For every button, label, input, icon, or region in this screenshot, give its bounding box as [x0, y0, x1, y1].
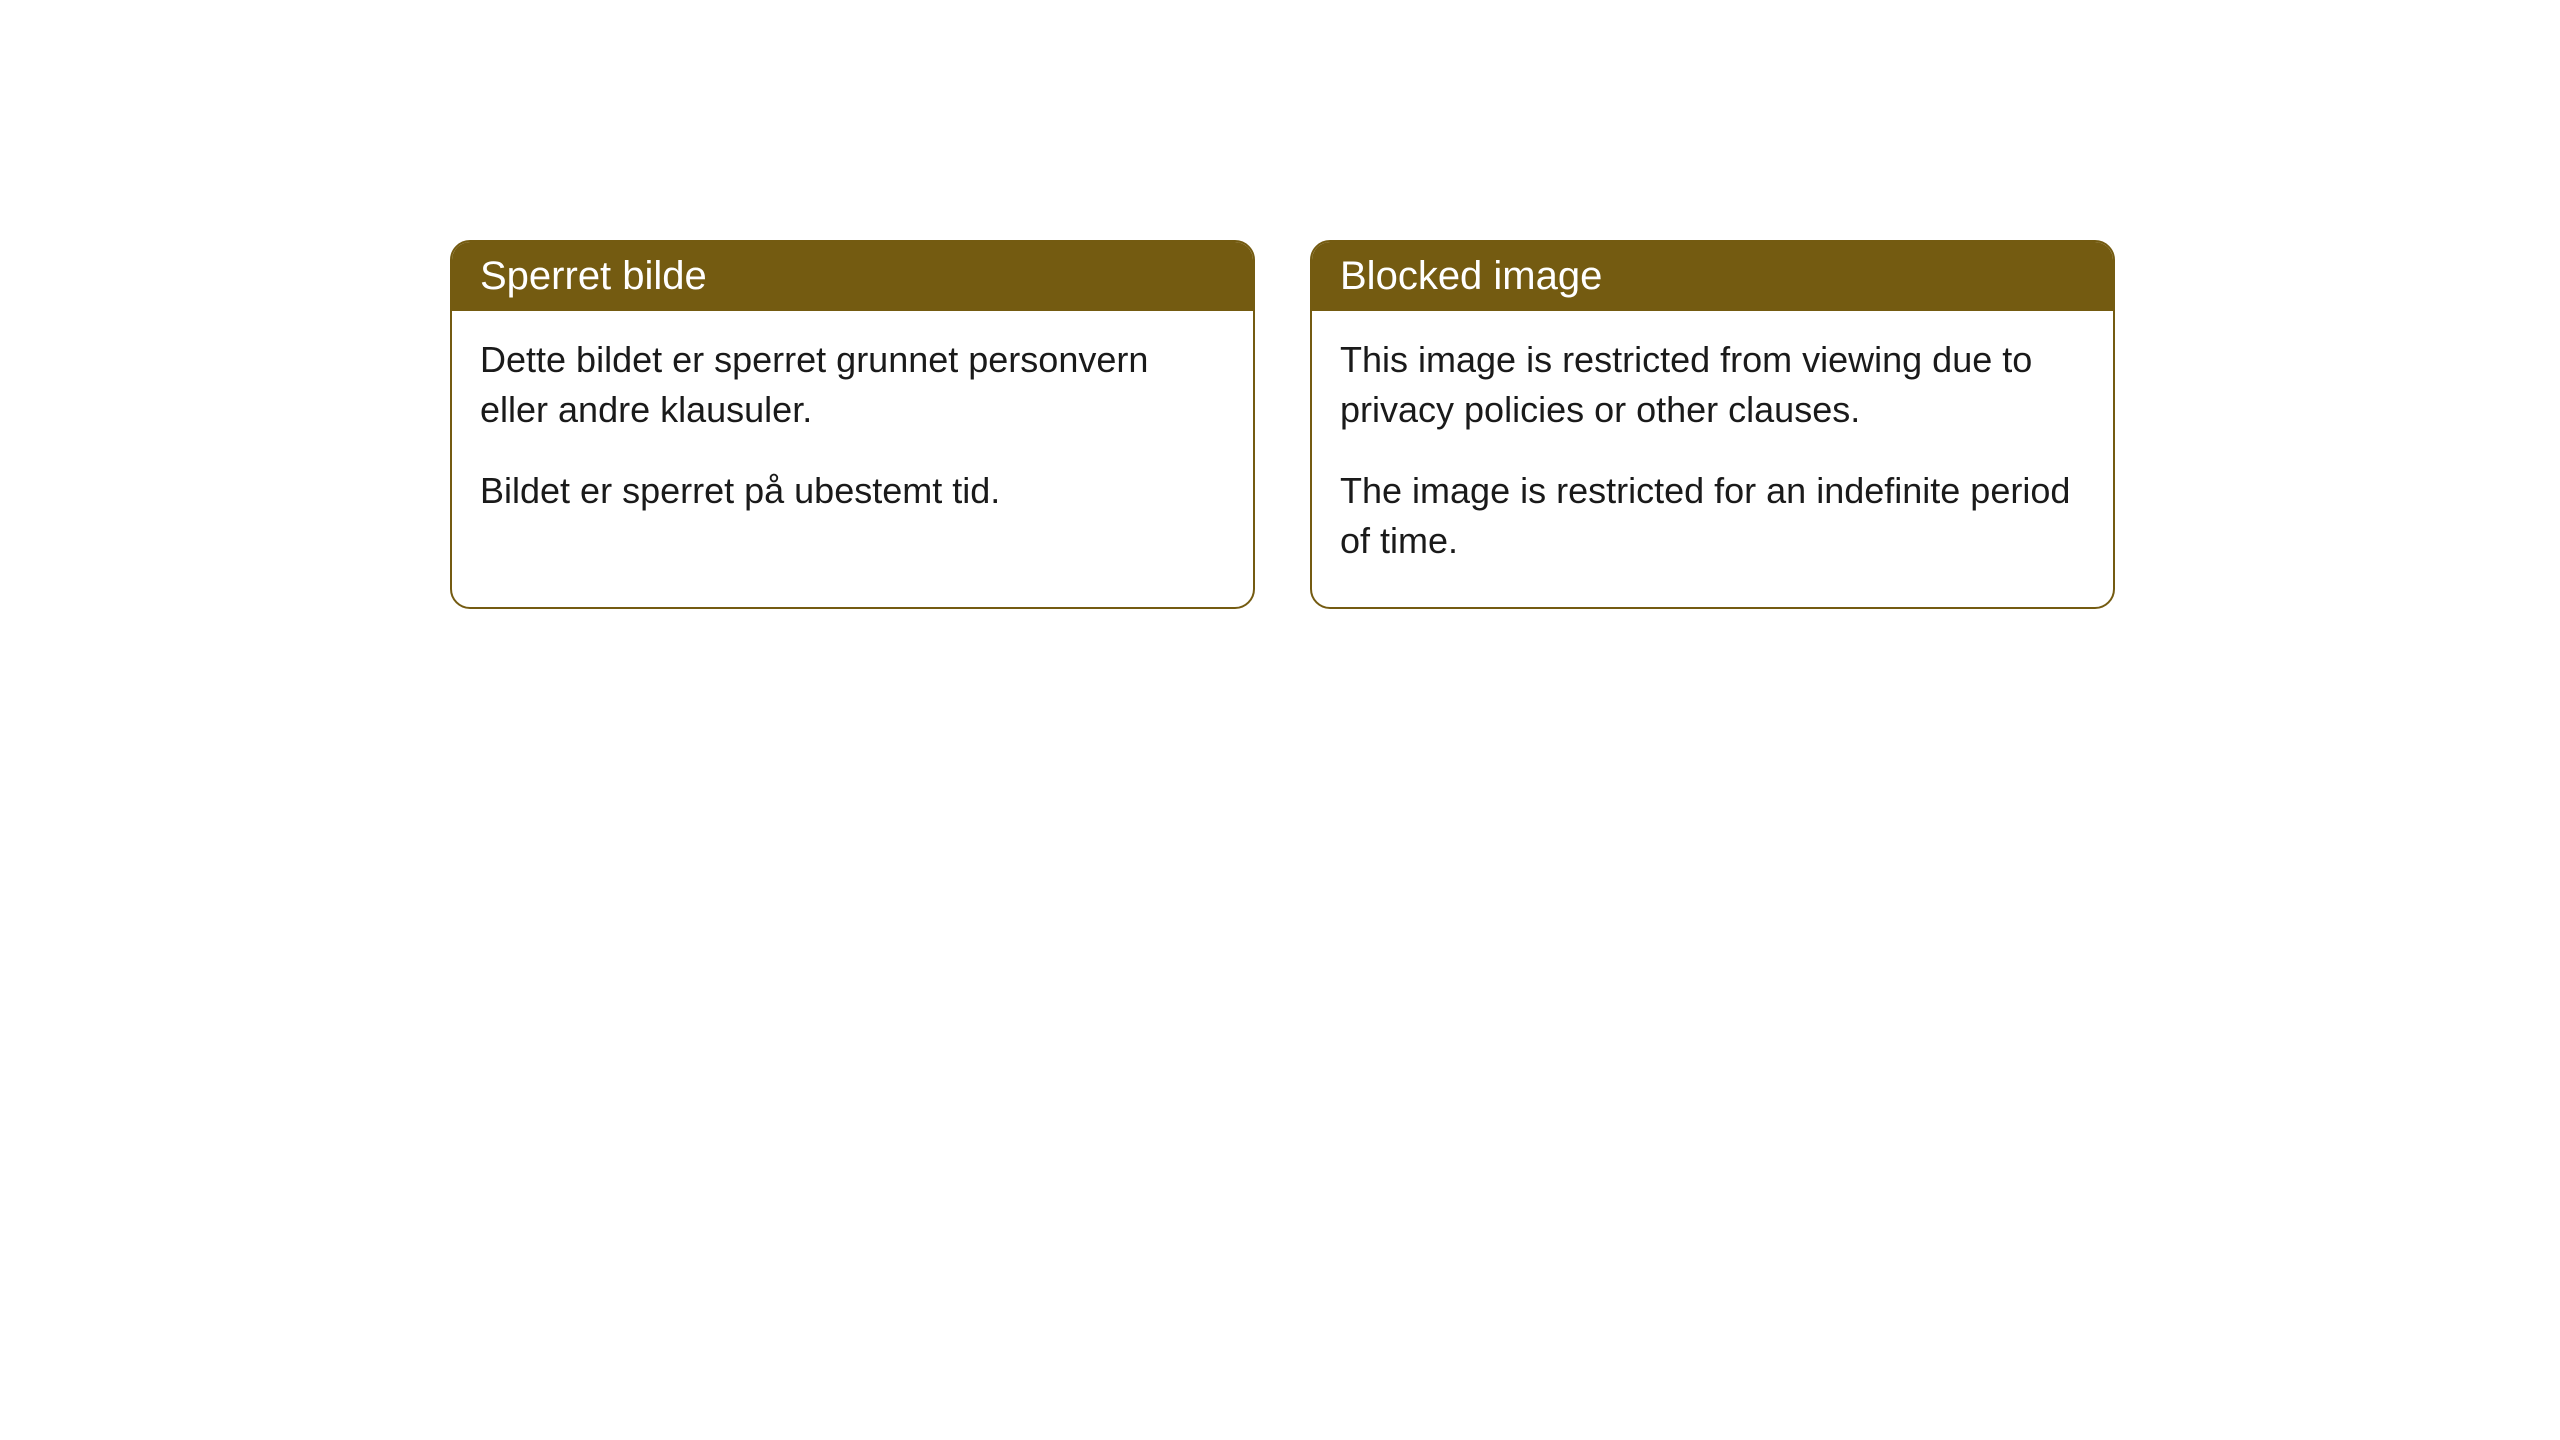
- card-paragraph-2: The image is restricted for an indefinit…: [1340, 466, 2085, 567]
- card-header: Sperret bilde: [452, 242, 1253, 311]
- blocked-image-card-norwegian: Sperret bilde Dette bildet er sperret gr…: [450, 240, 1255, 609]
- card-title: Blocked image: [1340, 254, 1602, 298]
- card-header: Blocked image: [1312, 242, 2113, 311]
- card-body: This image is restricted from viewing du…: [1312, 311, 2113, 607]
- notice-cards-container: Sperret bilde Dette bildet er sperret gr…: [450, 240, 2560, 609]
- blocked-image-card-english: Blocked image This image is restricted f…: [1310, 240, 2115, 609]
- card-paragraph-1: Dette bildet er sperret grunnet personve…: [480, 335, 1225, 436]
- card-paragraph-1: This image is restricted from viewing du…: [1340, 335, 2085, 436]
- card-paragraph-2: Bildet er sperret på ubestemt tid.: [480, 466, 1225, 516]
- card-title: Sperret bilde: [480, 254, 707, 298]
- card-body: Dette bildet er sperret grunnet personve…: [452, 311, 1253, 556]
